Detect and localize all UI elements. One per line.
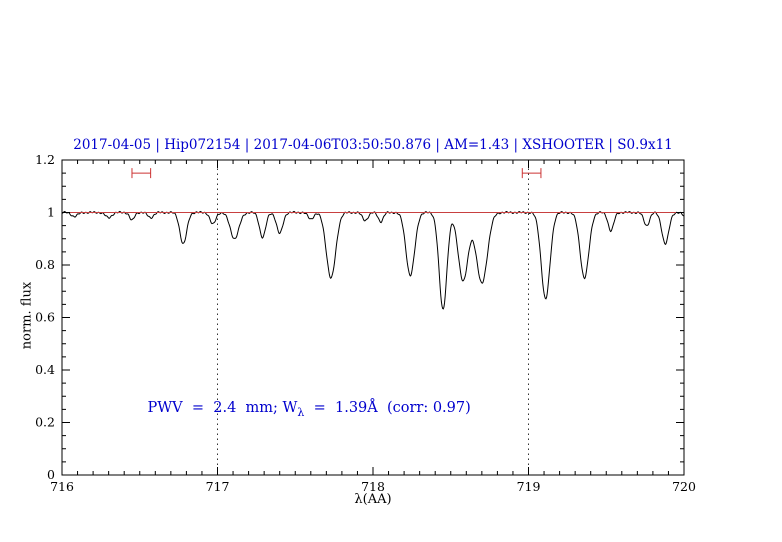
x-tick-label: 717 [206, 479, 230, 494]
y-tick-label: 0.2 [35, 415, 55, 430]
pwv-annotation: PWV = 2.4 mm; Wλ = 1.39Å (corr: 0.97) [148, 400, 471, 419]
x-tick-label: 719 [517, 479, 541, 494]
x-axis-label: λ(AA) [354, 492, 392, 507]
spectrum-line [61, 210, 685, 310]
y-tick-label: 1.2 [35, 152, 55, 167]
x-tick-label: 716 [50, 479, 74, 494]
annotation-suffix: = 1.39Å (corr: 0.97) [304, 399, 471, 416]
y-tick-label: 1 [47, 205, 55, 220]
axes-frame [61, 159, 685, 476]
plot-title: 2017-04-05 | Hip072154 | 2017-04-06T03:5… [73, 137, 673, 153]
y-tick-label: 0.6 [35, 310, 55, 325]
x-tick-label: 718 [361, 479, 385, 494]
annotation-prefix: PWV = 2.4 mm; W [147, 399, 298, 416]
x-tick-label: 720 [672, 479, 696, 494]
y-tick-label: 0.4 [35, 362, 55, 377]
y-tick-label: 0.8 [35, 257, 55, 272]
annotation-subscript: λ [297, 405, 305, 419]
y-tick-label: 0 [47, 467, 55, 482]
